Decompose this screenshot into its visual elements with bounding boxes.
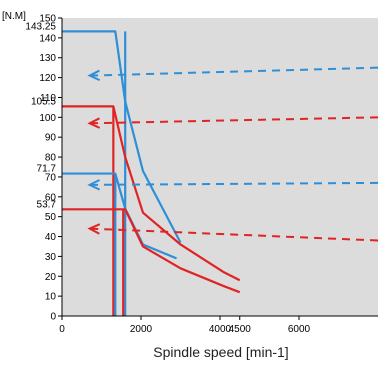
y-tick-label: 40 [45, 232, 57, 243]
y-tick-label: 140 [39, 33, 56, 44]
y-axis-unit-label: [N.M] [2, 11, 26, 22]
y-special-tick-label: 143.25 [25, 21, 56, 32]
arrow-head-1 [87, 117, 101, 129]
y-tick-label: 10 [45, 292, 57, 303]
y-tick-label: 20 [45, 272, 57, 283]
series-line-3 [62, 208, 241, 294]
x-tick-label: 4500 [229, 324, 252, 335]
series-layer [62, 30, 241, 316]
arrow-head-2 [87, 179, 101, 191]
plot-background [62, 18, 378, 316]
y-tick-label: 90 [45, 133, 57, 144]
y-special-tick-label: 105.5 [31, 96, 56, 107]
y-tick-label: 150 [39, 14, 56, 25]
x-tick-label: 6000 [288, 324, 311, 335]
y-tick-label: 60 [45, 192, 57, 203]
y-tick-label: 0 [50, 312, 56, 323]
y-tick-label: 110 [40, 93, 56, 104]
x-axis-label: Spindle speed [min-1] [153, 344, 288, 360]
y-tick-label: 130 [39, 53, 56, 64]
y-tick-label: 80 [45, 153, 57, 164]
y-tick-label: 70 [45, 172, 57, 183]
axis-layer: 0 10 20 30 40 50 60 70 80 90 100 110 120 130 140 150143… [25, 14, 378, 335]
arrow-head-0 [87, 69, 101, 82]
x-tick-label: 2000 [130, 324, 153, 335]
y-tick-label: 120 [39, 73, 56, 84]
arrow-head-3 [87, 223, 101, 235]
arrow-shaft-3 [89, 227, 379, 242]
y-tick-label: 30 [45, 252, 57, 263]
arrow-layer [87, 66, 379, 242]
x-tick-label: 4000 [209, 324, 232, 335]
y-special-tick-label: 71.7 [37, 164, 57, 175]
y-tick-label: 100 [39, 113, 56, 124]
y-tick-label: 50 [45, 212, 57, 223]
y-special-tick-label: 53.7 [37, 199, 57, 210]
arrow-shaft-2 [89, 181, 379, 186]
arrow-shaft-0 [89, 66, 379, 77]
arrow-shaft-1 [89, 116, 379, 125]
x-tick-label: 0 [59, 324, 65, 335]
